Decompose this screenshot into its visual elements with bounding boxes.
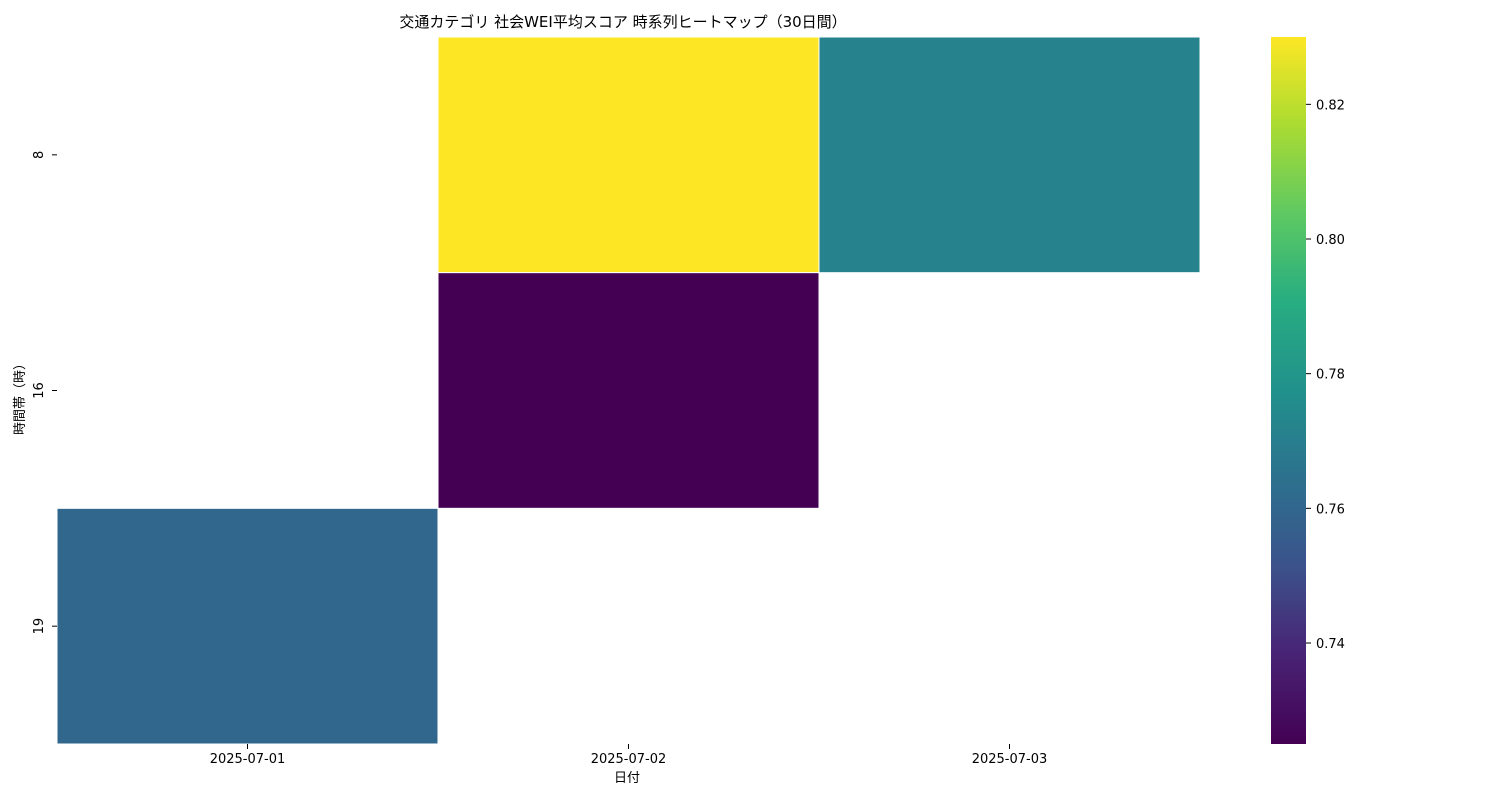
colorbar-tick-label: 0.74 xyxy=(1316,637,1345,652)
colorbar-tick-label: 0.80 xyxy=(1316,233,1345,248)
colorbar-ticks: 0.74 0.76 0.78 0.80 0.82 xyxy=(1306,98,1345,652)
y-tick-label: 16 xyxy=(32,382,47,399)
x-tick-label: 2025-07-03 xyxy=(972,752,1048,767)
colorbar-tick-label: 0.82 xyxy=(1316,98,1345,113)
x-axis-ticks: 2025-07-01 2025-07-02 2025-07-03 xyxy=(210,744,1048,767)
heatmap-cell xyxy=(56,507,439,745)
y-tick-label: 19 xyxy=(32,618,47,635)
chart-title: 交通カテゴリ 社会WEI平均スコア 時系列ヒートマップ（30日間） xyxy=(399,13,846,31)
y-axis-ticks: 8 16 19 xyxy=(32,151,57,635)
y-tick-label: 8 xyxy=(32,151,47,159)
colorbar-tick-label: 0.76 xyxy=(1316,502,1345,517)
x-tick-label: 2025-07-02 xyxy=(591,752,667,767)
x-tick-label: 2025-07-01 xyxy=(210,752,286,767)
heatmap-cells xyxy=(56,36,1201,745)
y-axis-label: 時間帯（時） xyxy=(13,357,28,435)
colorbar-tick-label: 0.78 xyxy=(1316,368,1345,383)
x-axis-label: 日付 xyxy=(614,771,640,786)
colorbar xyxy=(1271,37,1306,744)
heatmap-cell xyxy=(437,36,820,274)
heatmap-cell xyxy=(818,36,1201,274)
heatmap-cell xyxy=(437,272,820,509)
